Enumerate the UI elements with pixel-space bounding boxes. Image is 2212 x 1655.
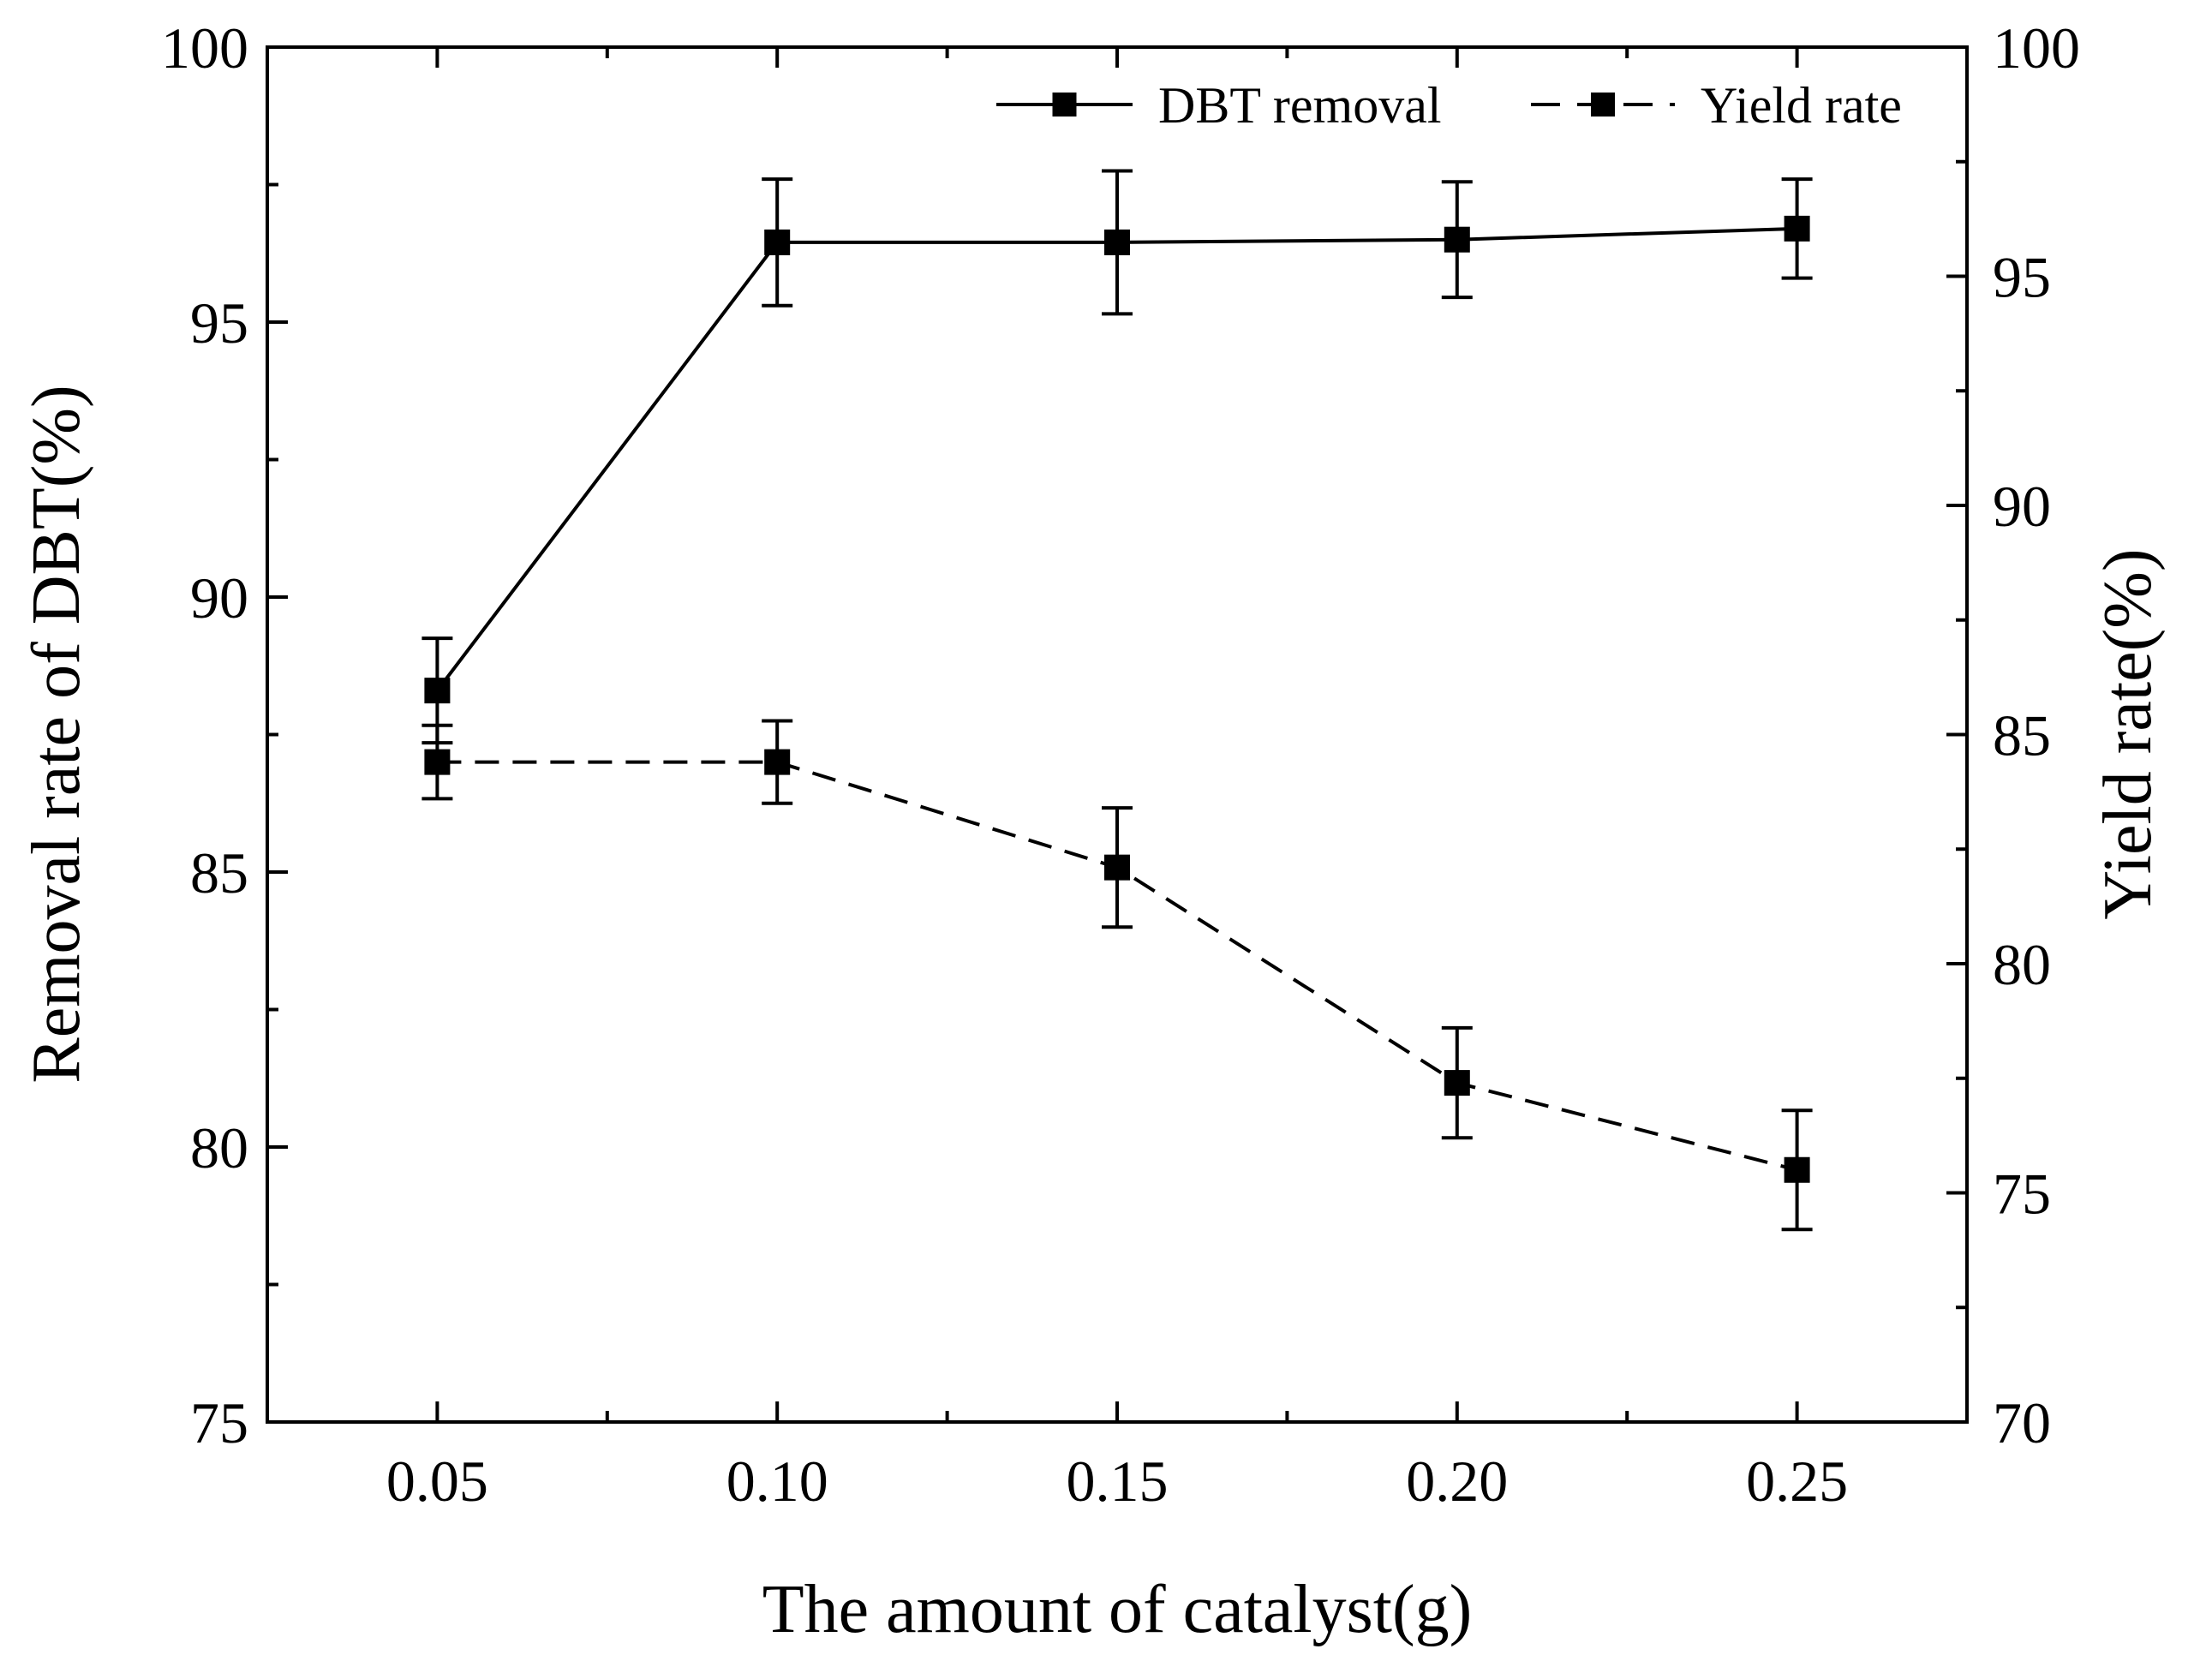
- x-tick-label: 0.20: [1406, 1449, 1508, 1514]
- x-tick-label: 0.10: [726, 1449, 828, 1514]
- data-point-yield-rate: [1784, 1156, 1810, 1183]
- data-point-dbt-removal: [764, 229, 791, 255]
- ticks-layer: 0.05 0.10 0.15 0.20 0.25 75 80 85 90 95 100 70 75 80 8…: [161, 15, 2080, 1514]
- y2-tick-label: 100: [1993, 15, 2080, 81]
- y2-tick-label: 70: [1993, 1390, 2051, 1455]
- data-point-yield-rate: [764, 749, 791, 775]
- y-tick-label: 90: [190, 565, 248, 630]
- y2-tick-label: 75: [1993, 1162, 2051, 1227]
- data-point-yield-rate: [1444, 1070, 1470, 1096]
- y2-tick-label: 80: [1993, 932, 2051, 997]
- series-layer: [421, 169, 1813, 1232]
- y-axis-title: Removal rate of DBT(%): [19, 385, 94, 1083]
- y2-tick-label: 85: [1993, 703, 2051, 768]
- y2-tick-label: 95: [1993, 245, 2051, 310]
- y2-tick-label: 90: [1993, 474, 2051, 539]
- y-tick-label: 100: [161, 15, 248, 81]
- data-point-dbt-removal: [1784, 215, 1810, 242]
- y-tick-label: 95: [190, 290, 248, 355]
- data-point-dbt-removal: [424, 678, 451, 704]
- legend-label-yield-rate: Yield rate: [1701, 77, 1902, 134]
- legend-marker-dbt-removal: [1052, 93, 1077, 117]
- y-tick-label: 85: [190, 840, 248, 905]
- data-point-yield-rate: [424, 749, 451, 775]
- legend: DBT removal Yield rate: [996, 77, 1902, 134]
- x-tick-label: 0.15: [1067, 1449, 1169, 1514]
- y-tick-label: 80: [190, 1115, 248, 1180]
- data-point-yield-rate: [1104, 854, 1130, 881]
- x-tick-label: 0.25: [1746, 1449, 1848, 1514]
- legend-marker-yield-rate: [1591, 93, 1615, 117]
- x-axis-title: The amount of catalyst(g): [762, 1572, 1473, 1647]
- x-tick-label: 0.05: [386, 1449, 488, 1514]
- data-point-dbt-removal: [1444, 226, 1470, 253]
- legend-label-dbt-removal: DBT removal: [1158, 77, 1442, 134]
- y-tick-label: 75: [190, 1390, 248, 1455]
- data-point-dbt-removal: [1104, 229, 1130, 255]
- y2-axis-title: Yield rate(%): [2090, 548, 2166, 919]
